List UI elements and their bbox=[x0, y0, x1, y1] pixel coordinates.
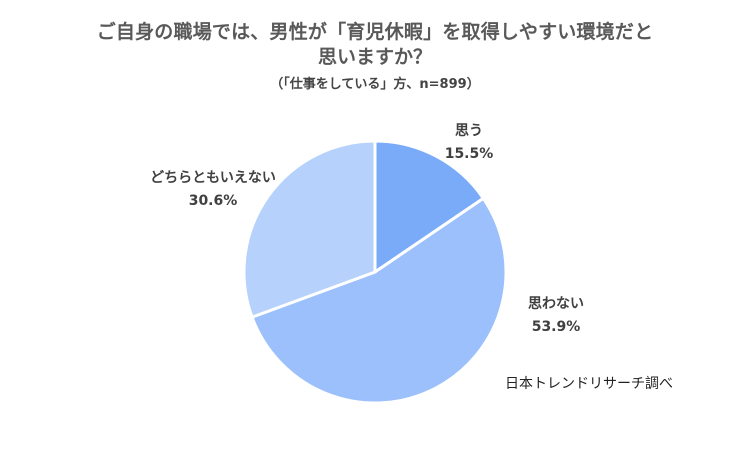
pie-slice-3 bbox=[242, 139, 377, 319]
slice-label-1: 思う bbox=[455, 123, 483, 139]
pie-slice-2 bbox=[250, 196, 508, 405]
slice-value-label-1: 15.5% bbox=[445, 146, 494, 162]
slice-label-3: どちらともいえない bbox=[150, 170, 276, 186]
chart-subtitle: （「仕事をしている」方、n=899） bbox=[270, 77, 480, 92]
slice-value-label-3: 30.6% bbox=[189, 193, 238, 209]
chart-title-line-1: ご自身の職場では、男性が「育児休暇」を取得しやすい環境だと bbox=[96, 21, 654, 43]
source-credit: 日本トレンドリサーチ調べ bbox=[505, 376, 673, 392]
pie-slice-1 bbox=[373, 139, 485, 274]
chart-title-line-2: 思いますか？ bbox=[317, 46, 432, 68]
slice-value-label-2: 53.9% bbox=[532, 319, 581, 335]
slice-label-2: 思わない bbox=[528, 296, 584, 312]
